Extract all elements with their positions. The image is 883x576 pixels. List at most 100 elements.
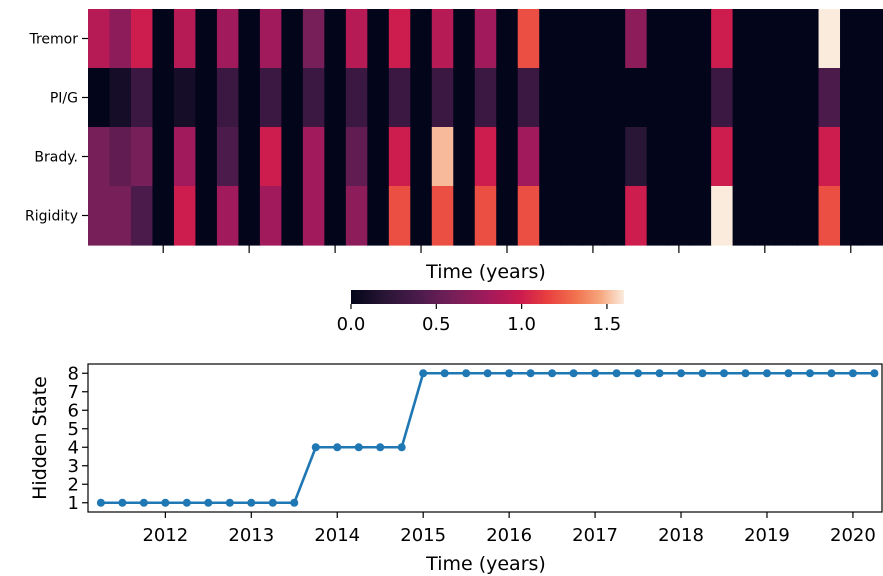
heatmap-cells [88,9,883,246]
heatmap-cell [388,9,411,69]
heatmap-cell [539,127,562,187]
heatmap-cell [840,68,863,128]
heatmap-cell [88,9,111,69]
heatmap-cell [711,186,734,246]
series-point [376,443,385,452]
heatmap-cell [646,186,669,246]
series-point [333,443,342,452]
heatmap-cell [861,9,883,69]
colorbar-gradient [351,290,624,304]
series-point [784,369,793,378]
heatmap-cell [646,9,669,69]
line-chart-series [96,369,879,507]
heatmap-cell [582,9,605,69]
line-chart-y-axis-label: Hidden State [29,376,51,500]
heatmap-cell [711,9,734,69]
series-point [720,369,728,378]
heatmap-cell [517,68,540,128]
line-chart-y-tick-label: 2 [68,474,79,495]
heatmap-cell [130,186,154,246]
line-chart-y-tick-label: 5 [68,419,79,440]
heatmap-cell [474,127,497,187]
heatmap-cell [195,186,218,246]
heatmap-cell [173,127,197,187]
series-point [505,369,514,378]
heatmap-cell [668,127,691,187]
heatmap-cell [259,9,282,69]
series-point [462,369,471,378]
heatmap-cell [732,68,755,128]
heatmap-cell [689,9,712,69]
heatmap-cell [281,9,304,69]
line-chart-panel: 2012 2013 2014 2015 2016 2017 2018 2019 2020 123… [29,363,883,575]
heatmap-cell [668,186,691,246]
heatmap-cell [539,9,562,69]
line-chart-frame [87,363,883,513]
heatmap-row-label: Tremor [28,32,78,48]
heatmap-cell [173,9,197,69]
heatmap-cell [732,127,755,187]
series-point [268,498,277,507]
heatmap-cell [302,186,325,246]
heatmap-cell [259,68,282,128]
heatmap-cell [754,9,777,69]
heatmap-cell [840,9,863,69]
line-chart-x-axis-label: Time (years) [425,553,546,575]
series-point [290,498,299,507]
heatmap-row-label: PI/G [50,91,78,107]
heatmap-cell [410,68,433,128]
heatmap-cell [431,127,454,187]
line-chart-axes [87,363,883,513]
heatmap-cell [388,68,411,128]
series-point [655,369,664,378]
heatmap-cell [775,68,798,128]
heatmap-cell [238,9,261,69]
heatmap-cell [345,9,368,69]
heatmap-cell [496,68,519,128]
heatmap-cell [603,9,626,69]
line-chart-y-tick-label: 3 [68,456,79,477]
heatmap-cell [582,127,605,187]
series-point [225,498,234,507]
heatmap-cell [840,186,863,246]
heatmap-cell [603,68,626,128]
heatmap-x-ticks [162,245,852,253]
line-chart-y-tick-label: 8 [68,363,79,384]
series-point [96,498,105,507]
series-point [397,443,406,452]
series-point [548,369,557,378]
colorbar-tick-label: 0.0 [337,314,366,335]
heatmap-cell [775,127,798,187]
series-point [354,443,363,452]
heatmap-cell [130,9,154,69]
colorbar: 0.0 0.5 1.0 1.5 [337,290,624,335]
heatmap-cell [431,186,454,246]
heatmap-cell [732,186,755,246]
heatmap-cell [367,9,390,69]
line-chart-x-tick-label: 2016 [486,525,532,546]
line-chart-y-tick-label: 6 [68,400,79,421]
heatmap-row-label: Brady. [34,150,78,166]
heatmap-cell [216,68,240,128]
heatmap-cell [152,68,175,128]
series-point [634,369,643,378]
heatmap-row-labels: Tremor PI/G Brady. Rigidity [25,32,88,225]
heatmap-cell [367,68,390,128]
heatmap-cell [453,68,476,128]
heatmap-cell [281,68,304,128]
series-point [870,369,879,378]
heatmap-cell [259,127,282,187]
heatmap-cell [410,186,433,246]
heatmap-cell [560,9,583,69]
heatmap-cell [367,127,390,187]
line-chart-x-tick-label: 2012 [142,525,188,546]
heatmap-cell [668,68,691,128]
heatmap-cell [109,186,132,246]
heatmap-cell [324,9,347,69]
heatmap-cell [238,68,261,128]
heatmap-cell [173,186,197,246]
heatmap-cell [754,68,777,128]
heatmap-cell [496,9,519,69]
heatmap-cell [474,68,497,128]
line-chart-x-tick-label: 2019 [744,525,790,546]
